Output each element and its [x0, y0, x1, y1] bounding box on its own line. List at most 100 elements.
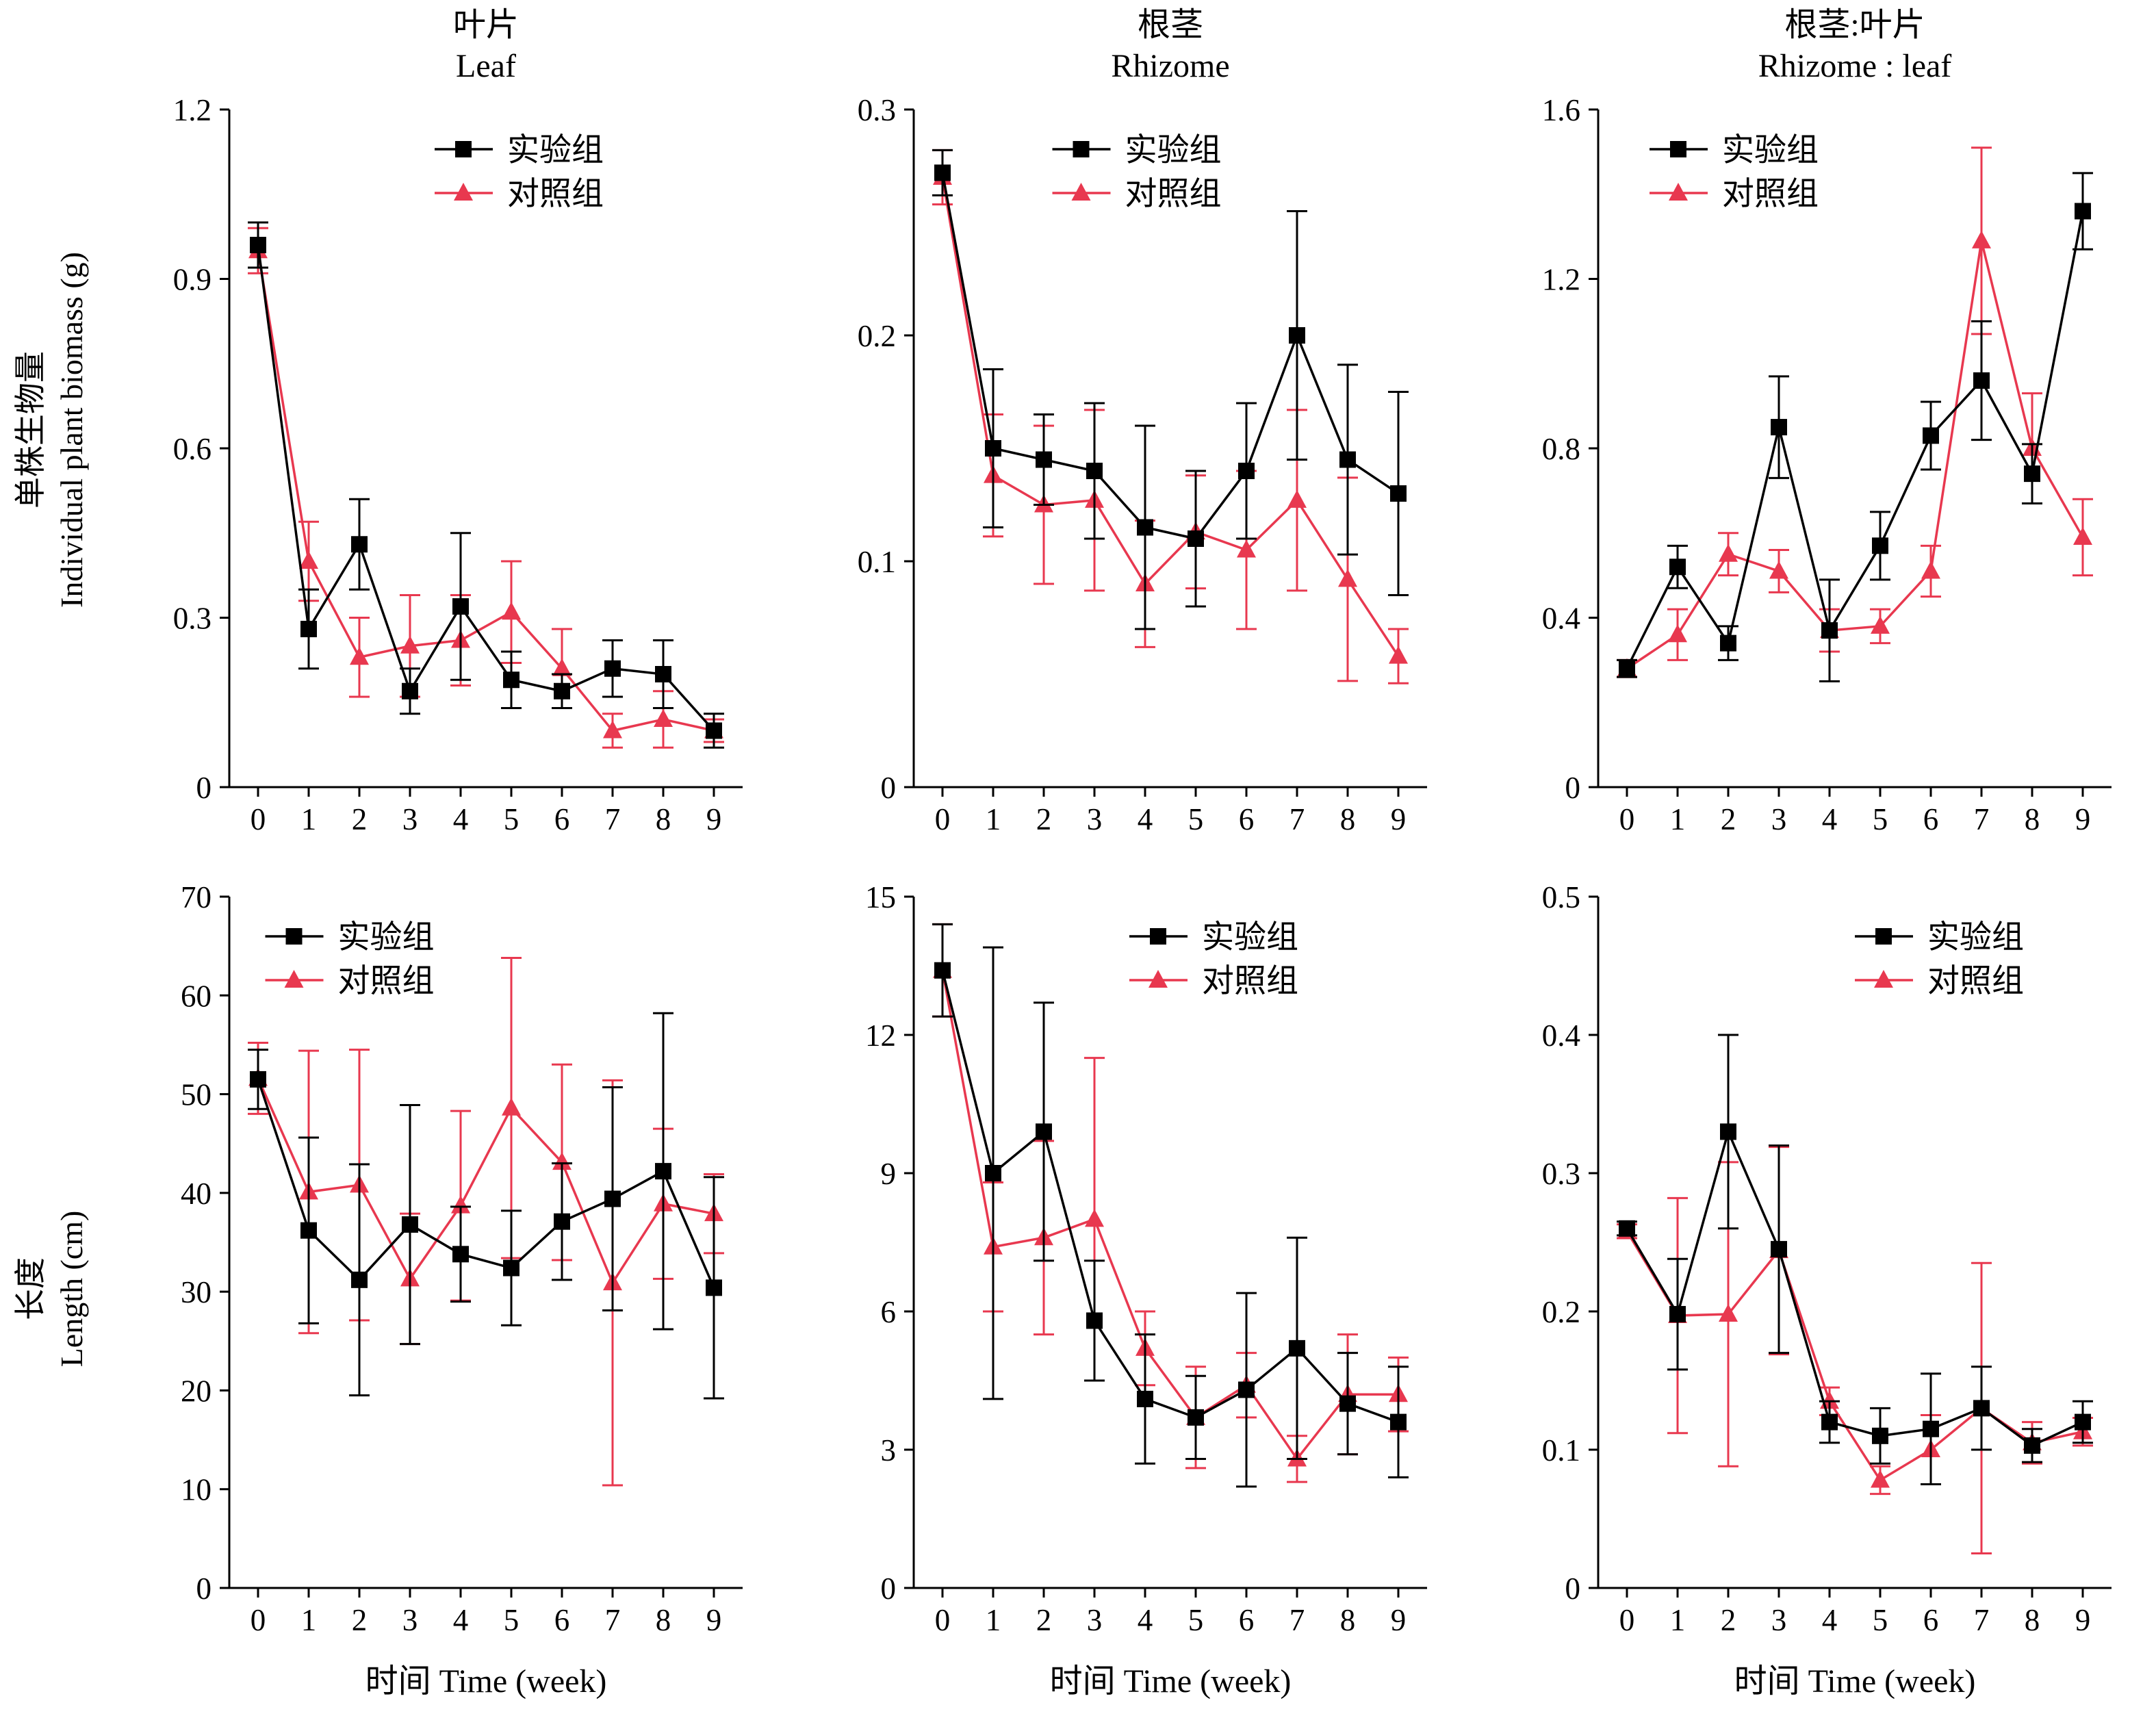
triangle-marker	[299, 551, 318, 569]
x-tick-label: 2	[1721, 802, 1736, 836]
square-marker	[1086, 1312, 1103, 1329]
x-tick-label: 4	[1138, 802, 1153, 836]
series-line	[1626, 211, 2084, 669]
legend-label: 对照组	[338, 964, 435, 999]
x-tick-label: 9	[706, 1603, 722, 1637]
series-line	[1626, 1128, 2083, 1447]
square-marker	[1188, 1409, 1204, 1426]
square-marker	[452, 598, 469, 615]
x-tick-label: 0	[251, 1603, 266, 1637]
x-axis-title: 时间 Time (week)	[365, 1663, 607, 1700]
square-marker	[604, 660, 621, 677]
triangle-marker	[1071, 183, 1091, 201]
legend-label: 实验组	[1202, 920, 1298, 956]
series-experimental	[932, 923, 1409, 1488]
x-tick-label: 6	[554, 1603, 570, 1637]
square-marker	[1339, 1395, 1356, 1412]
y-tick-label: 20	[181, 1374, 211, 1408]
series-line	[941, 970, 1398, 1461]
x-tick-label: 6	[1239, 802, 1255, 836]
y-axis: 0 10 20 30 40 50 60 70	[181, 880, 229, 1606]
y-axis: 0 0.1 0.2 0.3	[858, 93, 914, 805]
x-tick-label: 2	[1036, 802, 1052, 836]
triangle-marker	[400, 635, 420, 654]
series-control	[1617, 1146, 2093, 1554]
series-experimental	[248, 1012, 724, 1400]
y-tick-label: 12	[865, 1018, 896, 1053]
legend-label: 对照组	[1125, 177, 1222, 212]
chart-title-en: Rhizome	[1111, 48, 1229, 84]
triangle-marker	[350, 647, 369, 665]
triangle-marker	[654, 709, 673, 727]
x-tick-label: 8	[1340, 802, 1356, 836]
x-axis-title: 时间 Time (week)	[1734, 1663, 1976, 1700]
square-marker	[250, 237, 266, 253]
square-marker	[452, 1246, 469, 1263]
square-marker	[1188, 530, 1204, 547]
x-tick-label: 9	[2075, 1603, 2091, 1637]
square-marker	[2075, 1413, 2091, 1431]
y-axis: 0 0.3 0.6 0.9 1.2	[173, 93, 229, 805]
square-marker	[604, 1190, 621, 1207]
series-line	[1626, 1230, 2083, 1482]
square-marker	[402, 682, 418, 700]
x-tick-label: 8	[2025, 802, 2040, 836]
square-marker	[2024, 1437, 2040, 1454]
square-marker	[985, 440, 1001, 457]
axes	[1597, 897, 2112, 1589]
square-marker	[655, 1163, 671, 1180]
triangle-marker	[1668, 624, 1687, 643]
x-tick-label: 5	[504, 1603, 519, 1637]
legend-label: 对照组	[1202, 964, 1298, 999]
series-line	[257, 250, 715, 732]
y-tick-label: 40	[181, 1177, 211, 1211]
x-tick-label: 3	[1087, 1603, 1103, 1637]
square-marker	[1669, 1306, 1686, 1323]
y-tick-label: 0.4	[1542, 602, 1580, 636]
square-marker	[1289, 327, 1305, 344]
y-axis-label-length-text: 长度 Length (cm)	[10, 1210, 92, 1367]
y-axis-label-biomass: 单株生物量 Individual plant biomass (g)	[0, 0, 103, 859]
series-experimental	[1617, 172, 2093, 682]
x-tick-label: 3	[1087, 802, 1103, 836]
y-tick-label: 0.2	[858, 319, 896, 353]
square-marker	[455, 141, 472, 157]
y-tick-label: 0.3	[1542, 1157, 1580, 1191]
series-control	[248, 227, 724, 749]
chart-rhizome-leaf-biomass-ratio: 0 0.4 0.8 1.2 1.6 0 1 2 3 4 5 6 7 8 9 根茎:叶片 Rhizome : le…	[1542, 7, 2112, 836]
square-marker	[1821, 1413, 1838, 1431]
x-tick-label: 5	[1188, 1603, 1204, 1637]
square-marker	[1771, 419, 1787, 436]
square-marker	[1771, 1241, 1787, 1258]
x-tick-label: 7	[1289, 1603, 1305, 1637]
x-tick-label: 8	[1340, 1603, 1356, 1637]
x-tick-label: 0	[1619, 1603, 1635, 1637]
x-tick-label: 4	[1138, 1603, 1153, 1637]
x-tick-label: 4	[453, 802, 469, 836]
x-tick-label: 7	[1974, 1603, 1990, 1637]
square-marker	[1872, 1427, 1888, 1444]
x-tick-label: 4	[1822, 1603, 1838, 1637]
square-marker	[1238, 1381, 1255, 1398]
x-tick-label: 6	[1923, 802, 1939, 836]
square-marker	[1390, 485, 1407, 502]
triangle-marker	[1148, 970, 1168, 988]
square-marker	[300, 1222, 317, 1239]
x-tick-label: 5	[504, 802, 519, 836]
square-marker	[1619, 1220, 1635, 1237]
y-tick-label: 0	[1565, 771, 1581, 805]
series-experimental	[248, 221, 724, 749]
series-experimental	[1617, 1034, 2093, 1485]
series-line	[941, 177, 1400, 657]
square-marker	[934, 962, 951, 979]
series-line	[941, 172, 1399, 540]
square-marker	[1073, 141, 1090, 157]
